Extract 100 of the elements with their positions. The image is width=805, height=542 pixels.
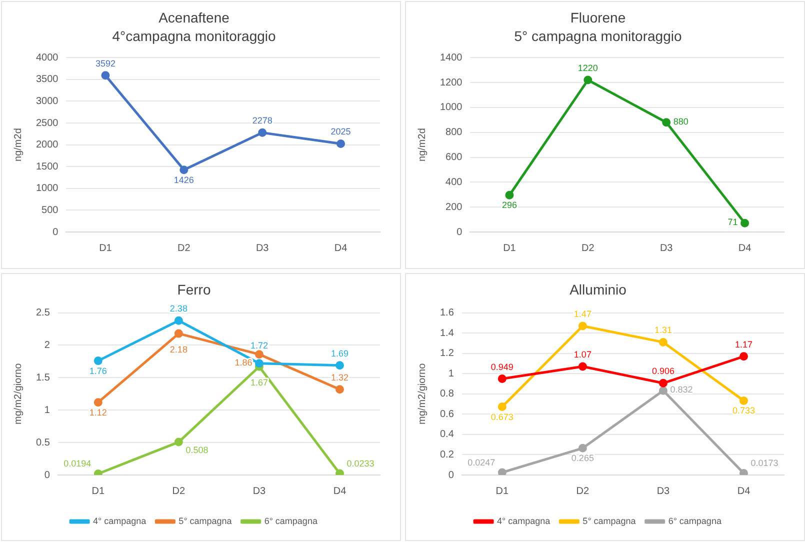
data-label: 0.949 <box>490 362 514 372</box>
y-tick-label: 0.2 <box>440 449 454 460</box>
x-tick-label: D4 <box>334 242 348 254</box>
y-axis-title: mg/m2/giorno <box>12 362 24 424</box>
data-label: 3592 <box>95 58 116 68</box>
y-tick-label: 0.4 <box>440 429 454 440</box>
x-tick-label: D1 <box>92 486 105 497</box>
x-tick-label: D4 <box>333 486 347 497</box>
x-tick-label: D1 <box>99 242 112 254</box>
y-tick-label: 2000 <box>36 140 59 151</box>
point <box>578 362 587 371</box>
x-tick-label: D3 <box>252 486 266 497</box>
legend-label: 6° campagna <box>668 516 722 526</box>
x-tick-label: D4 <box>737 486 751 497</box>
y-tick-label: 4000 <box>36 52 59 64</box>
y-tick-label: 1.4 <box>440 328 454 339</box>
data-label: 1.76 <box>89 366 107 376</box>
y-tick-label: 500 <box>42 204 59 216</box>
y-tick-label: 0 <box>448 470 454 481</box>
chart-title: Alluminio <box>570 281 627 298</box>
data-label: 0.265 <box>571 453 594 464</box>
y-tick-label: 200 <box>446 202 463 213</box>
data-label: 2.38 <box>170 304 188 314</box>
y-tick-label: 0.5 <box>36 437 50 448</box>
y-tick-label: 0.6 <box>440 408 454 420</box>
data-label: 1.31 <box>654 325 672 336</box>
y-tick-label: 0 <box>456 226 463 238</box>
y-axis-title: mg/m2/giorno <box>416 362 428 424</box>
data-label: 1.32 <box>330 372 349 382</box>
point <box>505 190 514 200</box>
y-tick-label: 1000 <box>36 183 59 194</box>
point <box>498 468 506 475</box>
data-label: 1.69 <box>330 348 349 358</box>
point <box>174 329 183 338</box>
y-tick-label: 2 <box>44 340 50 351</box>
point <box>578 322 587 330</box>
y-tick-label: 1 <box>448 368 454 380</box>
data-label: 0.0194 <box>64 458 92 469</box>
point <box>739 396 748 405</box>
legend-label: 6° campagna <box>264 516 318 526</box>
point <box>740 218 750 228</box>
point <box>254 350 264 359</box>
data-label: 880 <box>673 116 688 126</box>
y-tick-label: 400 <box>446 176 463 188</box>
data-label: 0.673 <box>490 412 514 422</box>
data-label: 1220 <box>578 63 598 74</box>
chart-title: Acenaftene <box>158 9 230 26</box>
point <box>578 444 587 452</box>
y-tick-label: 1.6 <box>440 308 454 319</box>
chart-title: Fluorene <box>570 9 626 26</box>
point <box>584 76 592 84</box>
point <box>94 398 102 407</box>
data-label: 1.17 <box>734 339 753 350</box>
point <box>658 338 668 346</box>
y-tick-label: 1000 <box>440 102 463 114</box>
point <box>498 374 506 384</box>
data-label: 2278 <box>252 116 272 126</box>
point <box>336 139 346 148</box>
point <box>101 71 110 80</box>
point <box>658 378 668 388</box>
y-axis-title: ng/m2d <box>416 128 428 162</box>
data-label: 0.0173 <box>750 458 778 468</box>
point <box>254 359 264 368</box>
data-label: 1.67 <box>250 378 268 388</box>
chart-subtitle: 5° campagna monitoraggio <box>514 28 682 44</box>
legend-label: 5° campagna <box>178 516 232 526</box>
y-tick-label: 800 <box>446 127 463 138</box>
data-label: 2025 <box>330 126 351 137</box>
x-tick-label: D3 <box>656 486 670 497</box>
data-label: 0.906 <box>652 366 674 376</box>
y-tick-label: 2.5 <box>36 308 50 319</box>
data-label: 0.0247 <box>468 457 496 468</box>
point <box>174 316 183 325</box>
y-tick-label: 1 <box>44 404 50 416</box>
y-tick-label: 3500 <box>36 74 59 86</box>
point <box>662 118 671 127</box>
x-tick-label: D2 <box>582 242 595 254</box>
point <box>498 402 506 412</box>
point <box>335 361 344 370</box>
y-tick-label: 0 <box>44 470 50 481</box>
data-label: 1426 <box>174 174 194 185</box>
point <box>94 356 102 366</box>
legend-label: 4° campagna <box>93 516 146 526</box>
data-label: 1.12 <box>89 407 107 418</box>
y-tick-label: 1200 <box>440 77 463 88</box>
y-tick-label: 0.8 <box>440 388 454 400</box>
x-tick-label: D2 <box>172 486 186 497</box>
y-tick-label: 1400 <box>440 52 463 64</box>
point <box>174 438 183 446</box>
data-label: 2.18 <box>170 344 188 355</box>
legend-label: 4° campagna <box>497 516 550 526</box>
data-label: 1.86 <box>234 357 252 368</box>
data-label: 71 <box>728 217 738 228</box>
point <box>658 386 668 395</box>
legend-label: 5° campagna <box>582 516 636 526</box>
x-tick-label: D4 <box>738 242 752 254</box>
y-tick-label: 3000 <box>36 96 59 107</box>
y-tick-label: 600 <box>446 152 463 164</box>
x-tick-label: D2 <box>576 486 590 497</box>
x-tick-label: D2 <box>178 242 191 254</box>
